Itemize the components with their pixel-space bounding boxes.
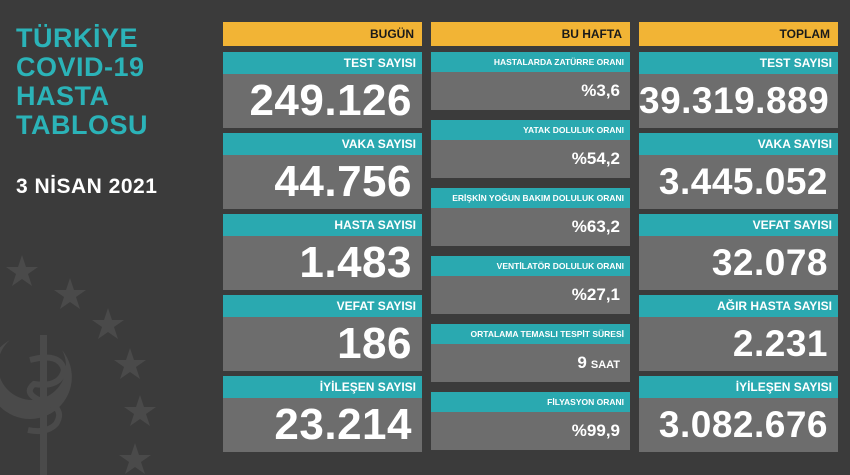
- title-line-1: TÜRKİYE: [16, 23, 139, 53]
- today-case-label: VAKA SAYISI: [223, 133, 422, 155]
- week-ventilator-label: VENTİLATÖR DOLULUK ORANI: [431, 256, 630, 276]
- today-patient-card: HASTA SAYISI 1.483: [223, 214, 422, 290]
- week-filiation-card: FİLYASYON ORANI %99,9: [431, 392, 630, 450]
- week-icu-value: %63,2: [431, 208, 630, 246]
- total-recovered-card: İYİLEŞEN SAYISI 3.082.676: [639, 376, 838, 452]
- today-recovered-card: İYİLEŞEN SAYISI 23.214: [223, 376, 422, 452]
- week-filiation-value: %99,9: [431, 412, 630, 450]
- week-pneumonia-label: HASTALARDA ZATÜRRE ORANI: [431, 52, 630, 72]
- today-header: BUGÜN: [223, 22, 422, 46]
- total-death-label: VEFAT SAYISI: [639, 214, 838, 236]
- today-column: BUGÜN TEST SAYISI 249.126 VAKA SAYISI 44…: [223, 22, 422, 452]
- today-test-card: TEST SAYISI 249.126: [223, 52, 422, 128]
- today-test-label: TEST SAYISI: [223, 52, 422, 74]
- total-test-label: TEST SAYISI: [639, 52, 838, 74]
- today-test-value: 249.126: [223, 74, 422, 128]
- today-case-card: VAKA SAYISI 44.756: [223, 133, 422, 209]
- week-icu-card: ERİŞKİN YOĞUN BAKIM DOLULUK ORANI %63,2: [431, 188, 630, 246]
- today-death-card: VEFAT SAYISI 186: [223, 295, 422, 371]
- today-patient-label: HASTA SAYISI: [223, 214, 422, 236]
- report-date: 3 NİSAN 2021: [16, 175, 158, 198]
- today-recovered-value: 23.214: [223, 398, 422, 452]
- week-contact-label: ORTALAMA TEMASLI TESPİT SÜRESİ: [431, 324, 630, 344]
- total-test-card: TEST SAYISI 39.319.889: [639, 52, 838, 128]
- title-line-2: COVID-19: [16, 52, 145, 82]
- total-case-label: VAKA SAYISI: [639, 133, 838, 155]
- title-line-4: TABLOSU: [16, 110, 148, 140]
- title-line-3: HASTA: [16, 81, 110, 111]
- week-bed-label: YATAK DOLULUK ORANI: [431, 120, 630, 140]
- week-bed-card: YATAK DOLULUK ORANI %54,2: [431, 120, 630, 178]
- today-death-value: 186: [223, 317, 422, 371]
- total-critical-card: AĞIR HASTA SAYISI 2.231: [639, 295, 838, 371]
- today-recovered-label: İYİLEŞEN SAYISI: [223, 376, 422, 398]
- week-contact-card: ORTALAMA TEMASLI TESPİT SÜRESİ 9 SAAT: [431, 324, 630, 382]
- page-title: TÜRKİYE COVID-19 HASTA TABLOSU: [16, 24, 148, 140]
- today-patient-value: 1.483: [223, 236, 422, 290]
- ministry-emblem-icon: [0, 255, 156, 475]
- today-case-value: 44.756: [223, 155, 422, 209]
- week-header: BU HAFTA: [431, 22, 630, 46]
- total-death-value: 32.078: [639, 236, 838, 290]
- total-column: TOPLAM TEST SAYISI 39.319.889 VAKA SAYIS…: [639, 22, 838, 452]
- week-ventilator-card: VENTİLATÖR DOLULUK ORANI %27,1: [431, 256, 630, 314]
- total-case-card: VAKA SAYISI 3.445.052: [639, 133, 838, 209]
- total-recovered-value: 3.082.676: [639, 398, 838, 452]
- week-contact-value: 9 SAAT: [431, 344, 630, 382]
- total-death-card: VEFAT SAYISI 32.078: [639, 214, 838, 290]
- week-contact-unit: SAAT: [590, 359, 620, 371]
- total-critical-value: 2.231: [639, 317, 838, 371]
- total-test-value: 39.319.889: [639, 74, 838, 128]
- total-critical-label: AĞIR HASTA SAYISI: [639, 295, 838, 317]
- total-header: TOPLAM: [639, 22, 838, 46]
- total-recovered-label: İYİLEŞEN SAYISI: [639, 376, 838, 398]
- total-case-value: 3.445.052: [639, 155, 838, 209]
- week-pneumonia-card: HASTALARDA ZATÜRRE ORANI %3,6: [431, 52, 630, 110]
- week-column: BU HAFTA HASTALARDA ZATÜRRE ORANI %3,6 Y…: [431, 22, 630, 452]
- week-filiation-label: FİLYASYON ORANI: [431, 392, 630, 412]
- week-bed-value: %54,2: [431, 140, 630, 178]
- week-ventilator-value: %27,1: [431, 276, 630, 314]
- week-icu-label: ERİŞKİN YOĞUN BAKIM DOLULUK ORANI: [431, 188, 630, 208]
- today-death-label: VEFAT SAYISI: [223, 295, 422, 317]
- week-pneumonia-value: %3,6: [431, 72, 630, 110]
